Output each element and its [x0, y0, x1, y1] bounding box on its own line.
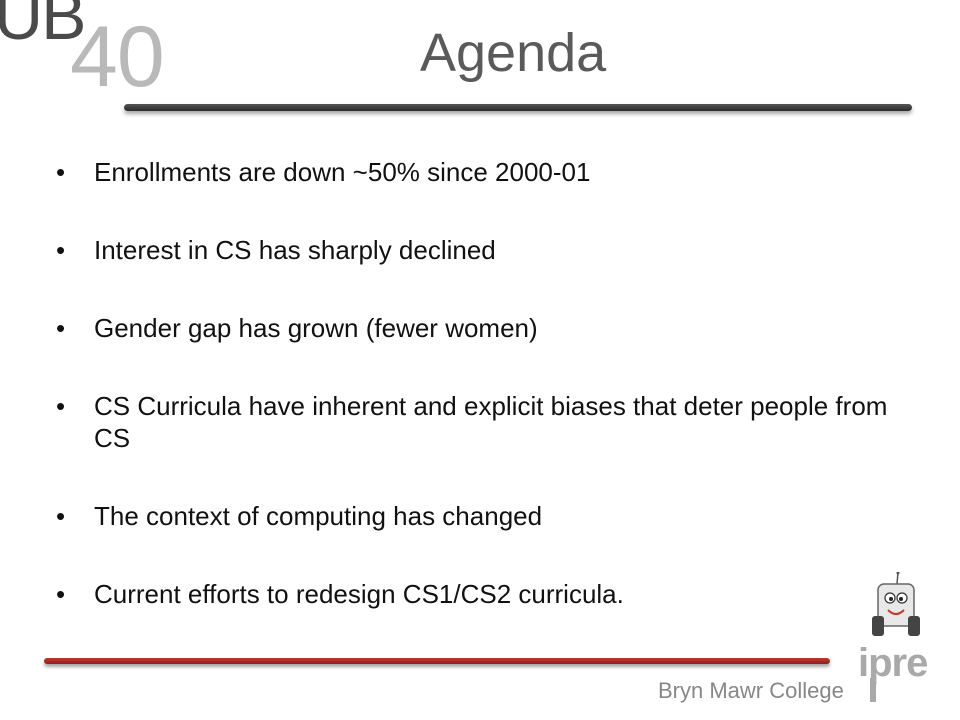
- svg-text:ipre: ipre: [858, 641, 927, 685]
- bullet-text: The context of computing has changed: [94, 501, 543, 531]
- bullet-marker: •: [56, 501, 66, 531]
- footer-institution: Bryn Mawr College: [658, 678, 844, 703]
- footer-divider: [44, 658, 830, 664]
- title-divider: [124, 104, 912, 111]
- slide-title: Agenda: [420, 23, 607, 83]
- bullet-text: Interest in CS has sharply declined: [94, 235, 496, 265]
- logo-40-text: 40: [70, 9, 165, 105]
- bullet-item: • Interest in CS has sharply declined: [56, 234, 916, 266]
- logo-ub-text: UB: [0, 0, 86, 54]
- bullet-item: • CS Curricula have inherent and explici…: [56, 390, 916, 454]
- bullet-list: • Enrollments are down ~50% since 2000-0…: [56, 156, 916, 656]
- bullet-item: • The context of computing has changed: [56, 500, 916, 532]
- bullet-text: Gender gap has grown (fewer women): [94, 313, 538, 343]
- bullet-text: Enrollments are down ~50% since 2000-01: [94, 157, 591, 187]
- bullet-item: • Gender gap has grown (fewer women): [56, 312, 916, 344]
- bullet-item: • Current efforts to redesign CS1/CS2 cu…: [56, 578, 916, 610]
- bullet-text: CS Curricula have inherent and explicit …: [94, 391, 888, 453]
- bullet-marker: •: [56, 157, 66, 187]
- robot-mascot-icon: [872, 572, 920, 636]
- bullet-item: • Enrollments are down ~50% since 2000-0…: [56, 156, 916, 188]
- bullet-marker: •: [56, 579, 66, 609]
- bullet-marker: •: [56, 313, 66, 343]
- bullet-marker: •: [56, 391, 66, 421]
- bullet-text: Current efforts to redesign CS1/CS2 curr…: [94, 579, 624, 609]
- ipre-logo-icon: ipre: [858, 641, 928, 702]
- bullet-marker: •: [56, 235, 66, 265]
